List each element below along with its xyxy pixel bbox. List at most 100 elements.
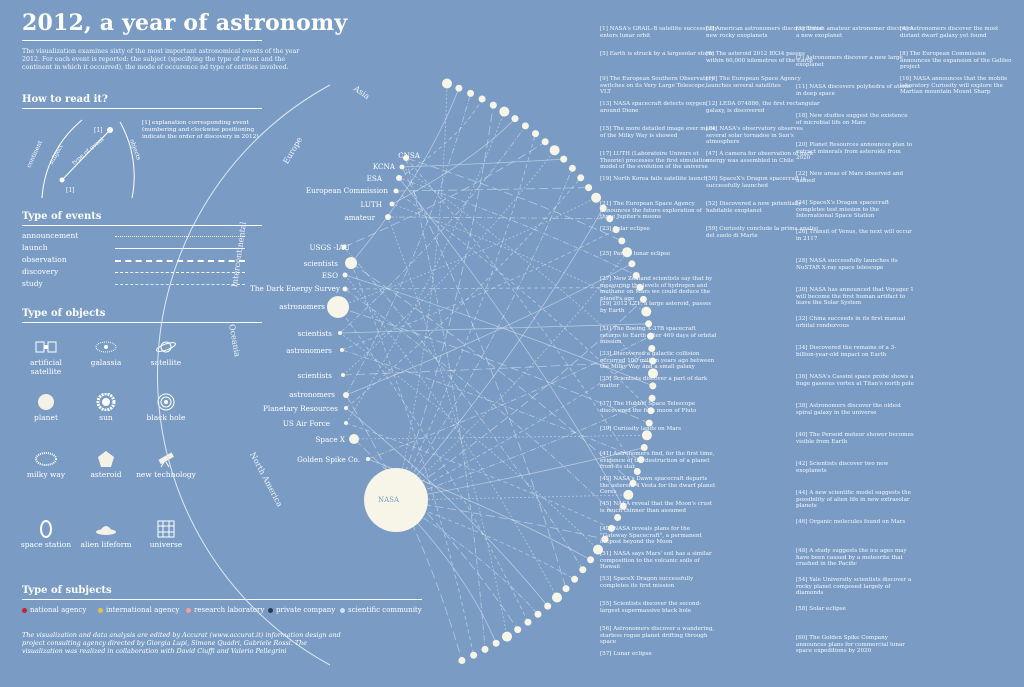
event-links [337, 83, 654, 661]
event-description: [43] NASA's Dawn spacecraft departs the … [600, 476, 718, 496]
event-object-icon [502, 631, 512, 642]
object-universe: universe [136, 520, 196, 549]
event-link [345, 177, 582, 409]
event-link [395, 447, 645, 501]
event-text: 2012 LZ1, a large asteroid, passes by Ea… [600, 301, 712, 314]
entity-planetary-resources: Planetary Resources [263, 404, 338, 413]
subject-research-laboratory: research laboratory [186, 606, 264, 614]
event-text: Astronomers find, for the first time, ev… [600, 451, 715, 471]
event-object-icon [614, 514, 622, 521]
event-text: The more detailed image ever made of the… [600, 126, 716, 139]
event-number: [37] [600, 401, 614, 407]
event-text: Lunar eclipse [613, 651, 652, 657]
object-nodes [442, 78, 658, 664]
planet-icon [38, 394, 54, 410]
event-text: New studies suggest the existence of mic… [796, 113, 908, 126]
event-object-icon [591, 192, 602, 203]
entity-luth: LUTH [360, 200, 383, 209]
event-link [391, 118, 516, 205]
event-object-icon [623, 489, 634, 500]
event-link [353, 434, 647, 440]
object-galaxy: galassia [76, 338, 136, 367]
event-description: [37] The Hubble Space Telescope discover… [600, 401, 718, 414]
scientific-community-dot [340, 607, 345, 613]
event-text: SpaceX's Dragon spacecraft completes tes… [796, 200, 890, 220]
event-number: [59] [706, 226, 720, 232]
event-object-icon [640, 444, 648, 451]
event-link [405, 157, 622, 242]
event-text: Curiosity lands on Mars [613, 426, 682, 432]
event-number: [38] [796, 403, 810, 409]
event-text: The European Space Agency launches sever… [706, 76, 801, 89]
event-object-icon [534, 610, 542, 618]
launch-line [115, 248, 245, 249]
universe-grid-icon [157, 520, 175, 538]
event-link [350, 262, 634, 484]
event-object-icon [549, 145, 560, 156]
event-number: [35] [600, 376, 614, 382]
event-number: [26] [796, 229, 810, 235]
event-object-icon [524, 618, 532, 626]
event-text: Partial lunar eclipse [613, 251, 671, 257]
event-object-icon [458, 657, 466, 664]
event-text: The asteroid 2012 BX34 passes within 60,… [706, 51, 813, 64]
event-link [391, 203, 647, 312]
event-text: Scientists discover two new exoplanets [796, 461, 889, 474]
event-text: Astronomers discover the oldest spiral g… [796, 403, 902, 416]
event-link [395, 168, 573, 501]
event-number: [25] [600, 251, 614, 257]
event-description: [3] British amateur astronomer discovers… [796, 26, 914, 39]
event-object-icon [648, 394, 656, 402]
event-number: [57] [600, 651, 614, 657]
space-station-icon [40, 520, 52, 538]
event-object-icon [585, 184, 593, 192]
entity-golden-spike: Golden Spike Co. [297, 455, 360, 464]
event-description: [2] American astronomers discover three … [706, 26, 824, 39]
event-type-announcement: announcement [22, 231, 79, 240]
subjects-divider [22, 599, 422, 600]
subject-international-agency: international agency [98, 606, 179, 614]
event-object-icon [532, 130, 539, 138]
event-description: [57] Lunar eclipse [600, 651, 718, 658]
event-object-icon [641, 306, 652, 317]
event-link [341, 349, 642, 460]
event-description: [24] SpaceX's Dragon spacecraft complete… [796, 200, 914, 220]
subject-node [342, 286, 348, 292]
event-description: [12] LEDA 074886, the first rectangular … [706, 101, 824, 114]
event-link [341, 229, 617, 351]
event-description: [14] NASA's observatory observes several… [706, 126, 824, 146]
subject-national-agency: national agency [22, 606, 86, 614]
object-label: milky way [26, 470, 66, 479]
event-object-icon [489, 101, 497, 109]
subject-node [344, 421, 348, 425]
event-text: A camera for observation of dark energy … [706, 151, 814, 164]
event-object-icon [481, 645, 489, 653]
entity-cnsa: CNSA [398, 151, 420, 160]
event-description: [33] Discovered a galactic collision occ… [600, 351, 718, 371]
event-link [395, 299, 644, 501]
event-description: [5] Earth is struck by a largesolar stor… [600, 51, 718, 58]
event-number: [27] [600, 276, 614, 282]
event-number: [36] [796, 374, 810, 380]
event-link [350, 262, 474, 656]
entity-amateur: amateur [344, 213, 375, 222]
event-object-icon [622, 247, 633, 258]
object-label: universe [149, 540, 183, 549]
event-text: The Boeing X-37B spacecraft returns to E… [600, 326, 717, 346]
subject-scientific-community: scientific community [340, 606, 422, 614]
event-link [345, 111, 505, 424]
event-link [343, 246, 584, 570]
subject-node [396, 175, 402, 181]
event-number: [42] [796, 461, 810, 467]
event-number: [30] [796, 287, 810, 293]
object-label: satellite [150, 358, 182, 367]
event-number: [1] [600, 26, 610, 32]
event-number: [22] [796, 171, 810, 177]
event-description: [4] Astronomers discover the most distan… [900, 26, 1018, 39]
entity-eso: ESO [321, 271, 338, 280]
object-label: sun [99, 413, 113, 422]
title-divider [22, 40, 262, 41]
event-number: [2] [706, 26, 716, 32]
entity-astronomers-2: astronomers [286, 346, 332, 355]
object-planet: planet [16, 393, 76, 422]
